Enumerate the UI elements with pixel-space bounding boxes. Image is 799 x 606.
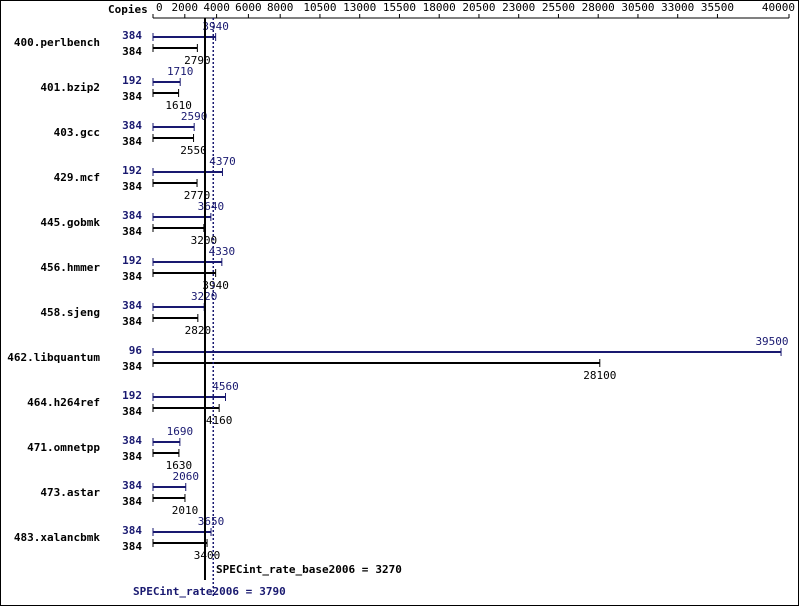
x-tick-label: 4000 [203, 1, 230, 14]
copies: 192 [122, 254, 142, 267]
value-label: 2590 [181, 110, 208, 123]
value-label: 28100 [583, 369, 616, 382]
value-label: 2060 [173, 470, 200, 483]
value-label: 2790 [184, 54, 211, 67]
copies: 384 [122, 270, 142, 283]
value-label: 39500 [755, 335, 788, 348]
copies: 384 [122, 119, 142, 132]
metric-value: 3270 [375, 563, 402, 576]
benchmark-name: 464.h264ref [27, 396, 100, 409]
metric-name: SPECint_rate2006 = [133, 585, 253, 598]
value-label: 4560 [212, 380, 239, 393]
copies: 384 [122, 315, 142, 328]
copies: 384 [122, 135, 142, 148]
copies: 384 [122, 479, 142, 492]
value-label: 1710 [167, 65, 194, 78]
benchmark-name: 400.perlbench [14, 36, 100, 49]
x-tick-label: 20500 [462, 1, 495, 14]
x-tick-label: 25500 [542, 1, 575, 14]
metric-name: SPECint_rate_base2006 = [216, 563, 369, 576]
copies: 384 [122, 180, 142, 193]
value-label: 4370 [209, 155, 236, 168]
benchmark-name: 458.sjeng [40, 306, 100, 319]
benchmark-name: 445.gobmk [40, 216, 100, 229]
x-tick-label: 35500 [701, 1, 734, 14]
x-tick-label: 10500 [303, 1, 336, 14]
benchmark-name: 471.omnetpp [27, 441, 100, 454]
copies: 384 [122, 434, 142, 447]
value-label: 1610 [165, 99, 192, 112]
copies: 384 [122, 405, 142, 418]
copies: 192 [122, 74, 142, 87]
benchmark-name: 403.gcc [54, 126, 100, 139]
value-label: 2550 [180, 144, 207, 157]
benchmark-name: 401.bzip2 [40, 81, 100, 94]
benchmark-name: 462.libquantum [7, 351, 100, 364]
value-label: 3940 [202, 279, 229, 292]
value-label: 2010 [172, 504, 199, 517]
copies: 192 [122, 164, 142, 177]
value-label: 2820 [185, 324, 212, 337]
copies: 384 [122, 209, 142, 222]
value-label: 3940 [202, 20, 229, 33]
copies: 384 [122, 90, 142, 103]
x-tick-label: 13000 [343, 1, 376, 14]
x-tick-label: 33000 [661, 1, 694, 14]
copies: 384 [122, 540, 142, 553]
value-label: 3640 [198, 200, 225, 213]
copies: 384 [122, 29, 142, 42]
x-tick-label: 40000 [762, 1, 795, 14]
x-tick-label: 15500 [383, 1, 416, 14]
copies: 384 [122, 45, 142, 58]
copies: 384 [122, 360, 142, 373]
copies: 384 [122, 524, 142, 537]
copies: 384 [122, 299, 142, 312]
value-label: 4330 [209, 245, 236, 258]
copies: 384 [122, 450, 142, 463]
axis-label: Copies [108, 3, 148, 16]
value-label: 1690 [167, 425, 194, 438]
x-tick-label: 0 [156, 1, 163, 14]
copies: 384 [122, 495, 142, 508]
x-tick-label: 2000 [172, 1, 199, 14]
value-label: 3400 [194, 549, 221, 562]
benchmark-name: 429.mcf [54, 171, 100, 184]
x-tick-label: 6000 [235, 1, 262, 14]
x-tick-label: 18000 [423, 1, 456, 14]
x-tick-label: 23000 [502, 1, 535, 14]
reference-label: SPECint_rate_base2006 = 3270 [216, 563, 402, 576]
x-tick-label: 30500 [621, 1, 654, 14]
copies: 384 [122, 225, 142, 238]
value-label: 4160 [206, 414, 233, 427]
copies: 96 [129, 344, 143, 357]
x-tick-label: 28000 [582, 1, 615, 14]
metric-value: 3790 [259, 585, 286, 598]
value-label: 3200 [191, 234, 218, 247]
reference-label: SPECint_rate2006 = 3790 [133, 585, 286, 598]
benchmark-name: 473.astar [40, 486, 100, 499]
x-tick-label: 8000 [267, 1, 294, 14]
value-label: 2770 [184, 189, 211, 202]
benchmark-name: 483.xalancbmk [14, 531, 100, 544]
benchmark-name: 456.hmmer [40, 261, 100, 274]
value-label: 1630 [166, 459, 193, 472]
copies: 192 [122, 389, 142, 402]
value-label: 3650 [198, 515, 225, 528]
